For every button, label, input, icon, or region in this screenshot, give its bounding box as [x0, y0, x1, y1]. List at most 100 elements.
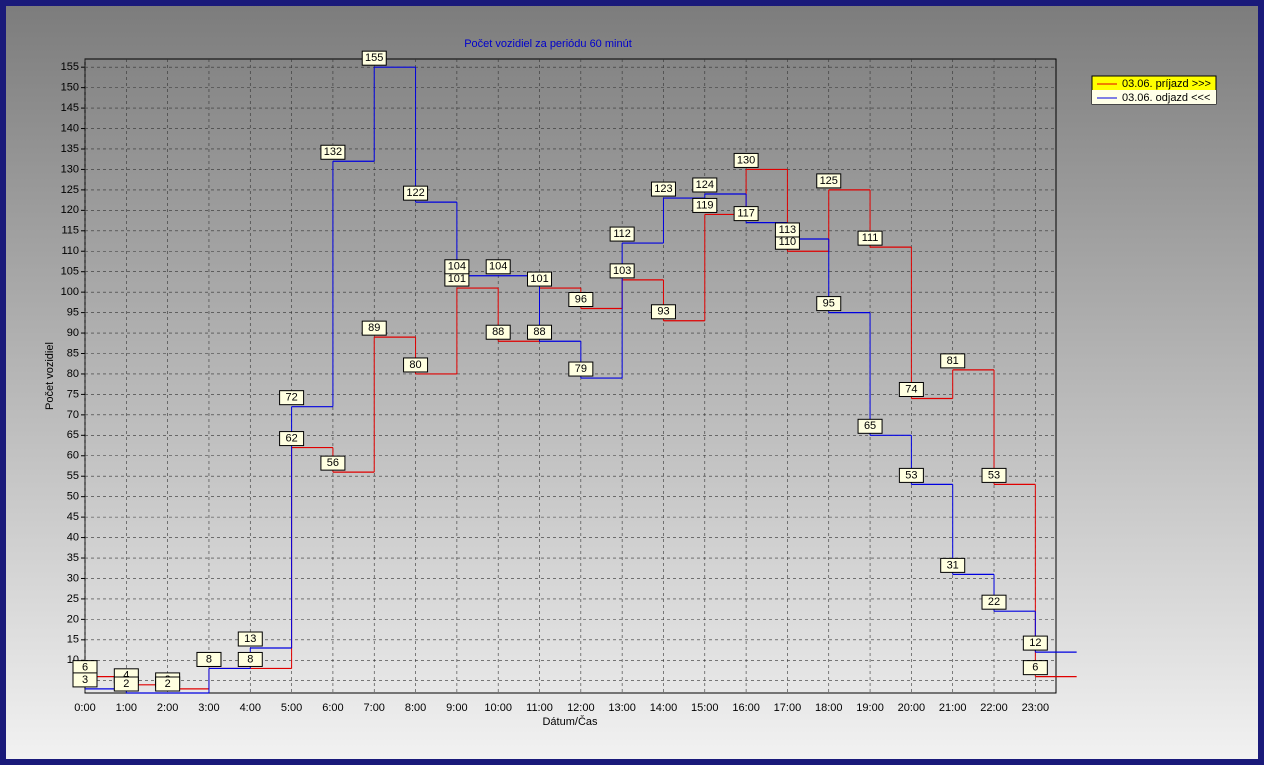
value-label-box [898, 467, 924, 483]
y-tick-label: 125 [61, 184, 79, 196]
value-label-box [940, 353, 966, 369]
y-tick-label: 130 [61, 163, 79, 175]
value-label-box [444, 259, 470, 275]
value-label-box [568, 292, 594, 308]
value-label: 4 [123, 670, 129, 682]
x-tick-label: 10:00 [484, 702, 512, 714]
y-tick-label: 50 [67, 491, 79, 503]
x-tick-label: 6:00 [322, 702, 343, 714]
value-label: 89 [368, 322, 380, 334]
x-tick-label: 8:00 [405, 702, 426, 714]
y-tick-label: 45 [67, 511, 79, 523]
y-tick-label: 15 [67, 634, 79, 646]
y-tick-label: 20 [67, 613, 79, 625]
value-label: 74 [905, 383, 917, 395]
y-tick-label: 110 [61, 245, 79, 257]
x-tick-label: 4:00 [240, 702, 261, 714]
value-label: 125 [820, 175, 838, 187]
y-tick-label: 105 [61, 266, 79, 278]
x-tick-label: 15:00 [691, 702, 719, 714]
x-tick-label: 19:00 [856, 702, 884, 714]
value-label: 6 [82, 662, 88, 674]
value-label-box [898, 381, 924, 397]
x-tick-label: 12:00 [567, 702, 595, 714]
value-label: 8 [206, 653, 212, 665]
value-label: 88 [492, 326, 504, 338]
y-tick-label: 75 [67, 388, 79, 400]
value-label-box [650, 304, 676, 320]
x-tick-label: 5:00 [281, 702, 302, 714]
y-tick-label: 115 [61, 225, 79, 237]
value-label: 104 [489, 261, 507, 273]
value-label-box [816, 296, 842, 312]
value-label-box [816, 173, 842, 189]
value-label-box [1022, 635, 1048, 651]
value-label-box [609, 263, 635, 279]
y-tick-label: 100 [61, 286, 79, 298]
x-axis-label: Dátum/Čas [542, 715, 598, 728]
y-tick-label: 95 [67, 307, 79, 319]
value-label-box [320, 144, 346, 160]
y-tick-label: 30 [67, 572, 79, 584]
x-tick-label: 0:00 [74, 702, 95, 714]
value-label-box [692, 177, 718, 193]
value-label: 122 [406, 187, 424, 199]
y-tick-label: 135 [61, 143, 79, 155]
value-label-box [403, 185, 429, 201]
y-tick-label: 85 [67, 347, 79, 359]
value-label-box [650, 181, 676, 197]
y-tick-label: 140 [61, 122, 79, 134]
value-label-box [279, 390, 305, 406]
value-label: 31 [947, 559, 959, 571]
value-label-box [733, 206, 759, 222]
value-label-box [237, 631, 263, 647]
value-label-box [196, 651, 222, 667]
value-label: 124 [696, 179, 714, 191]
value-label: 8 [247, 653, 253, 665]
legend-row [1092, 90, 1216, 104]
value-label-box [940, 557, 966, 573]
value-label-box [527, 271, 553, 287]
y-tick-label: 60 [67, 450, 79, 462]
x-tick-label: 13:00 [608, 702, 636, 714]
value-label: 3 [82, 674, 88, 686]
value-label: 2 [123, 678, 129, 690]
y-tick-label: 145 [61, 102, 79, 114]
y-tick-label: 90 [67, 327, 79, 339]
value-label: 111 [862, 232, 879, 244]
x-tick-label: 1:00 [116, 702, 137, 714]
value-label-box [609, 226, 635, 242]
y-tick-label: 80 [67, 368, 79, 380]
value-label: 123 [654, 183, 672, 195]
value-label-box [733, 152, 759, 168]
value-label: 130 [737, 154, 755, 166]
value-label: 117 [737, 208, 755, 220]
x-tick-label: 18:00 [815, 702, 843, 714]
value-label: 2 [165, 678, 171, 690]
value-label-box [113, 676, 139, 692]
value-label: 110 [779, 236, 797, 248]
value-label: 93 [657, 306, 669, 318]
y-tick-label: 120 [61, 204, 79, 216]
value-label-box [279, 431, 305, 447]
value-label: 101 [448, 273, 466, 285]
y-tick-label: 65 [67, 429, 79, 441]
x-tick-label: 14:00 [650, 702, 678, 714]
value-label: 62 [285, 432, 297, 444]
value-label-box [72, 672, 98, 688]
legend-label: 03.06. odjazd <<< [1122, 92, 1210, 104]
chart-title: Počet vozidiel za periódu 60 minút [464, 38, 632, 50]
value-label: 53 [905, 469, 917, 481]
value-label-box [774, 222, 800, 238]
legend-label: 03.06. príjazd >>> [1122, 78, 1211, 90]
value-label: 103 [613, 265, 631, 277]
value-label-box [857, 418, 883, 434]
value-label-box [237, 651, 263, 667]
value-label: 101 [530, 273, 548, 285]
value-label: 88 [533, 326, 545, 338]
value-label-box [485, 259, 511, 275]
y-tick-label: 25 [67, 593, 79, 605]
y-tick-label: 55 [67, 470, 79, 482]
